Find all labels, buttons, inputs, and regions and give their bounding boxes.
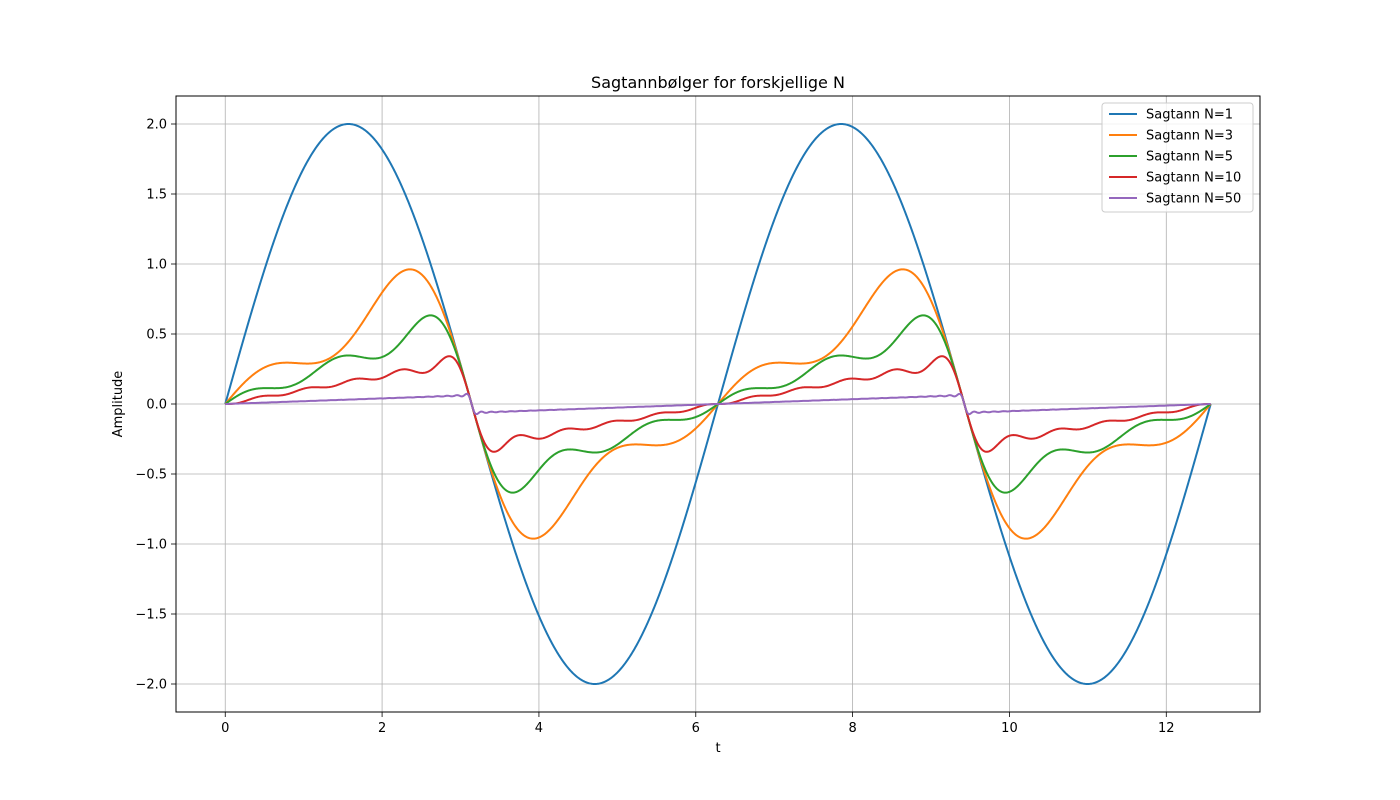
y-tick-label: −2.0 (135, 678, 167, 693)
y-tick-label: 0.0 (146, 398, 167, 413)
grid (176, 96, 1260, 712)
y-axis-ticks: −2.0 −1.5 −1.0 −0.5 0.0 0.5 1.0 1.5 2.0 (135, 118, 176, 693)
y-tick-label: 1.5 (146, 188, 167, 203)
x-tick-label: 0 (221, 721, 229, 736)
chart-title: Sagtannbølger for forskjellige N (591, 73, 845, 92)
legend-label: Sagtann N=1 (1146, 108, 1233, 123)
x-tick-label: 12 (1158, 721, 1175, 736)
legend-label: Sagtann N=50 (1146, 192, 1241, 207)
x-tick-label: 2 (378, 721, 386, 736)
x-axis-label: t (715, 741, 720, 756)
y-tick-label: −1.5 (135, 608, 167, 623)
y-tick-label: −1.0 (135, 538, 167, 553)
x-tick-label: 8 (848, 721, 856, 736)
legend-label: Sagtann N=10 (1146, 171, 1241, 186)
x-tick-label: 6 (692, 721, 700, 736)
legend-label: Sagtann N=5 (1146, 150, 1233, 165)
y-tick-label: 2.0 (146, 118, 167, 133)
x-tick-label: 10 (1001, 721, 1018, 736)
x-tick-label: 4 (535, 721, 543, 736)
y-tick-label: −0.5 (135, 468, 167, 483)
y-tick-label: 1.0 (146, 258, 167, 273)
legend-label: Sagtann N=3 (1146, 129, 1233, 144)
series-group (224, 123, 1212, 685)
x-axis-ticks: 0 2 4 6 8 10 12 (221, 712, 1175, 736)
series-line-5 (224, 392, 1212, 416)
y-tick-label: 0.5 (146, 328, 167, 343)
legend: Sagtann N=1 Sagtann N=3 Sagtann N=5 Sagtann… (1101, 102, 1254, 213)
legend-box (1101, 102, 1254, 213)
y-axis-label: Amplitude (111, 371, 126, 438)
